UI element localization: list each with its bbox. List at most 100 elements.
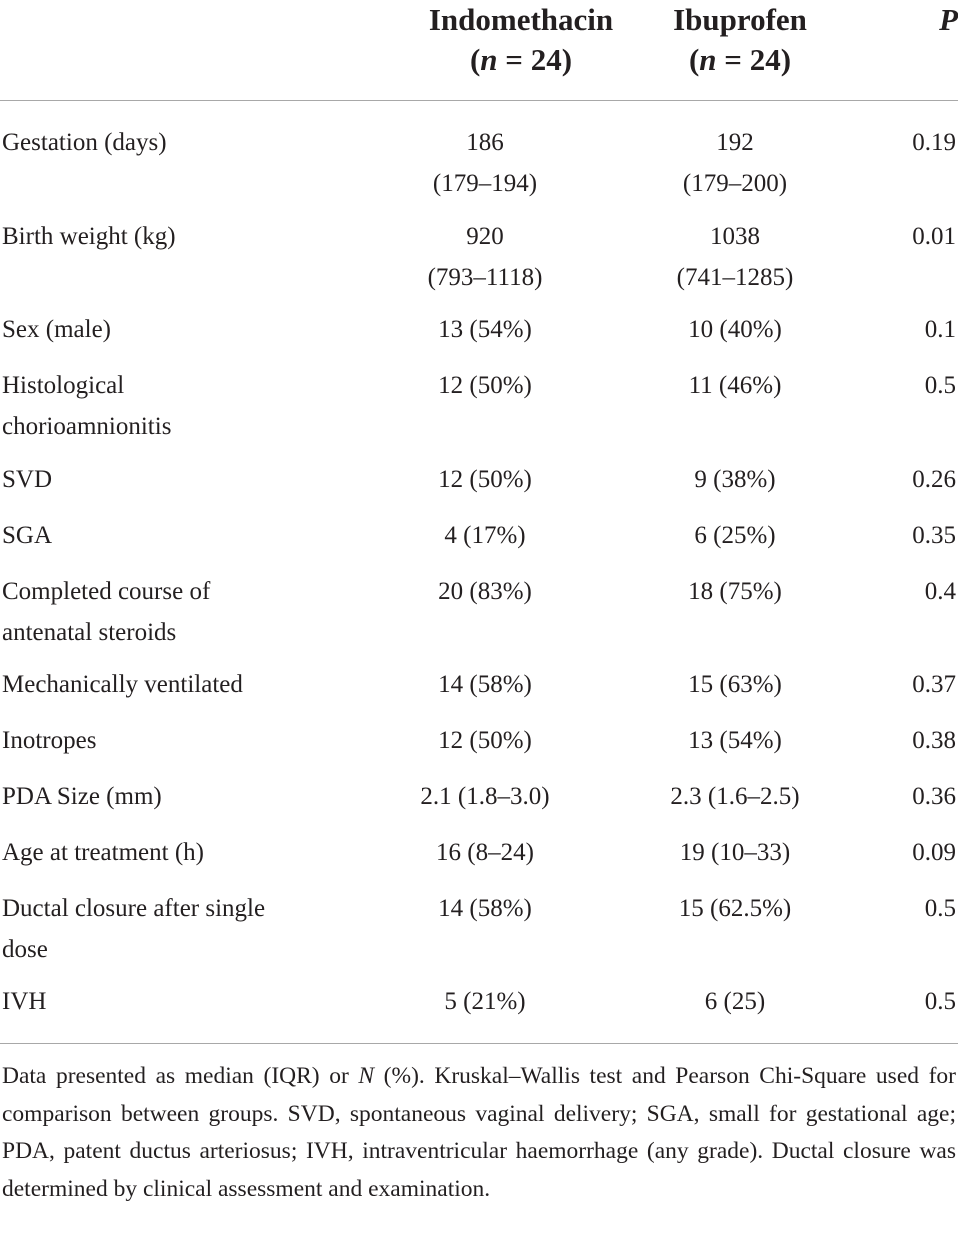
ibuprofen-value-line: 9 (38%) (694, 466, 776, 493)
ibuprofen-value-line: 2.3 (1.6–2.5) (670, 783, 800, 810)
p-value: 0.35 (912, 522, 956, 549)
row-label: Mechanically ventilated (2, 664, 332, 705)
row-label: Age at treatment (h) (2, 832, 332, 873)
indomethacin-value: 5 (21%) (380, 981, 590, 1022)
indomethacin-value-line: 12 (50%) (438, 727, 532, 754)
header-indomethacin-name: Indomethacin (428, 2, 614, 37)
header-indomethacin-n: (n = 24) (469, 42, 573, 77)
p-value: 0.26 (912, 466, 956, 493)
row-label: Sex (male) (2, 309, 332, 350)
indomethacin-value: 20 (83%) (380, 571, 590, 612)
indomethacin-value-line: 4 (17%) (444, 522, 526, 549)
p-value: 0.5 (924, 988, 956, 1015)
indomethacin-value: 14 (58%) (380, 664, 590, 705)
row-label-line: IVH (2, 988, 47, 1015)
ibuprofen-value-line: 15 (63%) (688, 671, 782, 698)
footer-divider (0, 1043, 958, 1044)
ibuprofen-value-line: 1038 (710, 223, 760, 250)
row-label: Completed course of antenatal steroids (2, 571, 332, 653)
indomethacin-value-line: 16 (8–24) (436, 839, 534, 866)
footnote-part1: Data presented as median (IQR) or (2, 1063, 359, 1089)
footnote-n-italic: N (358, 1063, 375, 1089)
ibuprofen-value-line: (741–1285) (676, 264, 794, 291)
indomethacin-value: 14 (58%) (380, 888, 590, 929)
p-value: 0.4 (924, 578, 956, 605)
p-value: 0.36 (912, 783, 956, 810)
header-ibuprofen: Ibuprofen (n = 24) (655, 0, 825, 80)
row-label: Inotropes (2, 720, 332, 761)
ibuprofen-value-line: 6 (25%) (694, 522, 776, 549)
p-value: 0.09 (912, 839, 956, 866)
row-label: Histological chorioamnionitis (2, 365, 332, 447)
indomethacin-value: 920 (793–1118) (380, 216, 590, 298)
p-value: 0.01 (912, 223, 956, 250)
footnote-part2: (%). Kruskal–Wallis test and Pearson Chi… (2, 1063, 956, 1202)
ibuprofen-value-line: 19 (10–33) (679, 839, 791, 866)
row-label-line: SVD (2, 466, 53, 493)
indomethacin-value: 12 (50%) (380, 459, 590, 500)
row-label-line: Inotropes (2, 727, 97, 754)
indomethacin-value: 12 (50%) (380, 365, 590, 406)
p-value: 0.1 (924, 316, 956, 343)
header-ibuprofen-n: (n = 24) (688, 42, 792, 77)
indomethacin-value-line: 14 (58%) (438, 895, 532, 922)
ibuprofen-value: 15 (62.5%) (630, 888, 840, 929)
row-label: Gestation (days) (2, 122, 332, 163)
ibuprofen-value-line: 6 (25) (704, 988, 766, 1015)
p-value: 0.5 (924, 372, 956, 399)
indomethacin-value: 4 (17%) (380, 515, 590, 556)
row-label: PDA Size (mm) (2, 776, 332, 817)
n-symbol: n (699, 42, 717, 77)
p-value: 0.38 (912, 727, 956, 754)
indomethacin-value-line: 2.1 (1.8–3.0) (420, 783, 550, 810)
row-label-line: PDA Size (mm) (2, 783, 162, 810)
header-ibuprofen-name: Ibuprofen (673, 2, 807, 37)
row-label-line: antenatal steroids (2, 619, 177, 646)
table-header: Indomethacin (n = 24) Ibuprofen (n = 24)… (0, 0, 958, 100)
ibuprofen-value-line: 13 (54%) (688, 727, 782, 754)
row-label: Ductal closure after single dose (2, 888, 332, 970)
row-label-line: SGA (2, 522, 53, 549)
row-label-line: Age at treatment (h) (2, 839, 204, 866)
row-label-line: chorioamnionitis (2, 413, 172, 440)
ibuprofen-value-line: 11 (46%) (688, 372, 782, 399)
indomethacin-value-line: 12 (50%) (438, 466, 532, 493)
indomethacin-value: 13 (54%) (380, 309, 590, 350)
row-label-line: Mechanically ventilated (2, 671, 243, 698)
indomethacin-value-line: 920 (466, 223, 504, 250)
ibuprofen-value: 192 (179–200) (630, 122, 840, 204)
row-label-line: Completed course of (2, 578, 211, 605)
ibuprofen-value-line: 10 (40%) (688, 316, 782, 343)
ibuprofen-value-line: 18 (75%) (688, 578, 782, 605)
ibuprofen-value: 6 (25) (630, 981, 840, 1022)
row-label-line: Gestation (days) (2, 129, 167, 156)
indomethacin-value: 186 (179–194) (380, 122, 590, 204)
ibuprofen-value: 13 (54%) (630, 720, 840, 761)
row-label: IVH (2, 981, 332, 1022)
ibuprofen-value: 2.3 (1.6–2.5) (630, 776, 840, 817)
row-label-line: dose (2, 936, 48, 963)
ibuprofen-value-line: 192 (716, 129, 754, 156)
indomethacin-value-line: (179–194) (432, 170, 538, 197)
ibuprofen-value: 10 (40%) (630, 309, 840, 350)
p-value: 0.5 (924, 895, 956, 922)
p-value: 0.19 (912, 129, 956, 156)
ibuprofen-value: 15 (63%) (630, 664, 840, 705)
header-divider (0, 100, 958, 101)
indomethacin-value-line: 13 (54%) (438, 316, 532, 343)
row-label-line: Histological (2, 372, 125, 399)
ibuprofen-value: 1038 (741–1285) (630, 216, 840, 298)
ibuprofen-value: 9 (38%) (630, 459, 840, 500)
p-value: 0.37 (912, 671, 956, 698)
indomethacin-value-line: (793–1118) (427, 264, 543, 291)
ibuprofen-value: 19 (10–33) (630, 832, 840, 873)
header-indomethacin: Indomethacin (n = 24) (405, 0, 637, 80)
header-p-value: P (939, 2, 958, 37)
ibuprofen-value-line: (179–200) (682, 170, 788, 197)
row-label-line: Birth weight (kg) (2, 223, 176, 250)
row-label: SVD (2, 459, 332, 500)
n-symbol: n (480, 42, 498, 77)
row-label-line: Sex (male) (2, 316, 111, 343)
row-label: Birth weight (kg) (2, 216, 332, 257)
indomethacin-value: 12 (50%) (380, 720, 590, 761)
